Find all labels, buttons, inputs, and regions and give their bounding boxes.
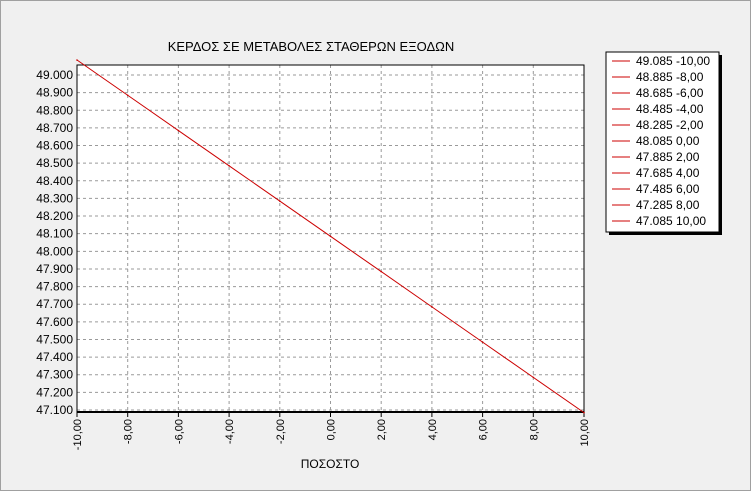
x-tick-label: 2,00 xyxy=(376,419,388,440)
x-tick-label: -2,00 xyxy=(275,419,287,444)
data-point xyxy=(481,341,484,343)
x-tick-label: 4,00 xyxy=(427,419,439,440)
y-tick-label: 48.100 xyxy=(36,227,73,241)
legend-entry: 47.885 2,00 xyxy=(636,150,700,164)
legend-box xyxy=(605,51,720,233)
y-tick-label: 47.400 xyxy=(36,350,73,364)
legend-entry: 48.885 -8,00 xyxy=(636,70,704,84)
y-tick-label: 48.000 xyxy=(36,244,73,258)
legend-entry: 48.085 0,00 xyxy=(636,134,700,148)
y-tick-label: 47.500 xyxy=(36,332,73,346)
x-axis-label: ΠΟΣΟΣΤΟ xyxy=(301,457,360,471)
y-tick-label: 47.600 xyxy=(36,315,73,329)
x-tick-label: 10,00 xyxy=(579,419,591,447)
y-tick-label: 47.100 xyxy=(36,403,73,417)
legend-entry: 47.085 10,00 xyxy=(636,214,706,228)
legend-entry: 47.285 8,00 xyxy=(636,198,700,212)
legend-entry: 49.085 -10,00 xyxy=(636,54,710,68)
y-tick-label: 48.600 xyxy=(36,139,73,153)
data-point xyxy=(279,200,281,202)
x-tick-label: -8,00 xyxy=(123,419,135,444)
y-tick-label: 47.300 xyxy=(36,368,73,382)
y-tick-label: 47.900 xyxy=(36,262,73,276)
x-tick-label: -6,00 xyxy=(173,419,185,444)
data-point xyxy=(431,306,433,308)
data-point xyxy=(329,235,332,238)
x-tick-label: 8,00 xyxy=(528,419,540,440)
y-tick-label: 48.700 xyxy=(36,121,73,135)
legend-entry: 48.485 -4,00 xyxy=(636,102,704,116)
y-tick-label: 48.200 xyxy=(36,209,73,223)
y-tick-label: 47.800 xyxy=(36,280,73,294)
legend: 49.085 -10,00 48.885 -8,00 48.685 -6,00 48.… xyxy=(605,51,722,235)
x-tick-label: -10,00 xyxy=(72,419,84,450)
data-point xyxy=(583,411,585,414)
legend-entry: 48.285 -2,00 xyxy=(636,118,704,132)
legend-entry: 47.485 6,00 xyxy=(636,182,700,196)
y-tick-label: 48.900 xyxy=(36,86,73,100)
data-point xyxy=(380,270,383,273)
chart-title: ΚΕΡΔΟΣ ΣΕ ΜΕΤΑΒΟΛΕΣ ΣΤΑΘΕΡΩΝ ΕΞΟΔΩΝ xyxy=(168,39,455,54)
legend-entry: 47.685 4,00 xyxy=(636,166,700,180)
x-tick-label: -4,00 xyxy=(224,419,236,444)
data-point xyxy=(532,376,535,379)
data-point xyxy=(177,129,180,132)
data-point xyxy=(76,59,78,61)
y-tick-label: 48.300 xyxy=(36,191,73,205)
x-tick-label: 6,00 xyxy=(478,419,490,440)
y-tick-label: 48.500 xyxy=(36,156,73,170)
data-point xyxy=(126,94,129,97)
y-tick-label: 49.000 xyxy=(36,68,73,82)
y-tick-label: 48.400 xyxy=(36,174,73,188)
y-tick-label: 47.700 xyxy=(36,297,73,311)
x-tick-label: 0,00 xyxy=(326,419,338,440)
legend-entry: 48.685 -6,00 xyxy=(636,86,704,100)
data-point xyxy=(228,165,230,167)
y-tick-label: 48.800 xyxy=(36,103,73,117)
y-tick-label: 47.200 xyxy=(36,385,73,399)
